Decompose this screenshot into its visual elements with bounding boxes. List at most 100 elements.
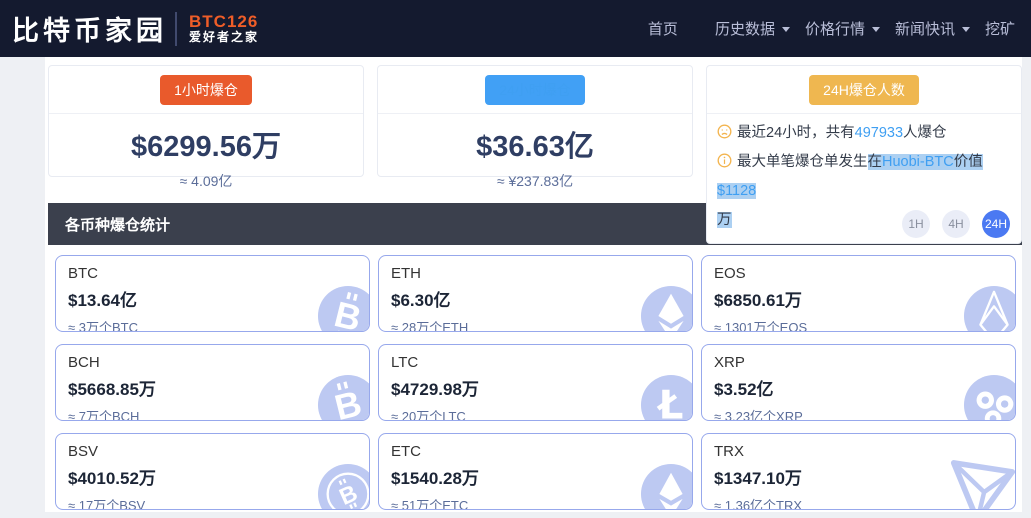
ltc-coin-icon: Ł [640, 374, 692, 421]
nav-item-label: 挖矿 [984, 21, 1015, 38]
coin-approx: ≈ 3万个BTC [68, 320, 138, 332]
largest-order-amount: $1128 [717, 183, 757, 199]
liquidation-stats-row: 1小时爆仓 $6299.56万 ≈ 4.09亿 24小时爆仓 $36.63亿 ≈… [48, 65, 1022, 244]
badge-row: 24H爆仓人数 [707, 66, 1021, 114]
coin-value: $13.64亿 [68, 291, 137, 310]
chevron-down-icon [871, 26, 880, 36]
logo-subtitle: BTC126 爱好者之家 [189, 12, 259, 45]
1h-liquidation-value: $6299.56万 [131, 131, 281, 163]
largest-order-wrap-line: 万 [717, 206, 1011, 235]
coin-value: $5668.85万 [68, 380, 156, 399]
filter-4h-button[interactable]: 4H [942, 210, 970, 238]
coin-symbol: EOS [714, 265, 746, 282]
coin-symbol: ETH [391, 265, 421, 282]
site-logo[interactable]: 比特币家园 [12, 16, 167, 46]
largest-order-exchange: Huobi-BTC [882, 154, 954, 170]
coin-card-xrp[interactable]: XRP $3.52亿 ≈ 3.23亿个XRP [701, 344, 1016, 421]
coin-grid: BTC $13.64亿 ≈ 3万个BTC B ETH $6.30亿 ≈ 28万个… [55, 255, 1022, 510]
btc-coin-icon: B [317, 285, 369, 331]
coin-value: $1347.10万 [714, 469, 802, 488]
largest-order-wrap: 万 [717, 212, 732, 228]
nav-item-price-quotes[interactable]: 价格行情 [805, 18, 880, 39]
coin-card-etc[interactable]: ETC $1540.28万 ≈ 51万个ETC [378, 433, 693, 510]
badge-row: 1小时爆仓 [49, 66, 363, 114]
coin-symbol: BTC [68, 265, 98, 282]
nav-item-home[interactable]: 首页 [648, 18, 678, 39]
1h-liquidation-badge: 1小时爆仓 [160, 75, 252, 105]
etc-coin-icon [640, 463, 692, 509]
coin-symbol: BSV [68, 443, 99, 460]
coin-symbol: XRP [714, 354, 745, 371]
content-container: 1小时爆仓 $6299.56万 ≈ 4.09亿 24小时爆仓 $36.63亿 ≈… [45, 57, 1022, 512]
coin-approx: ≈ 20万个LTC [391, 409, 466, 421]
24h-liquidation-approx: ≈ ¥237.83亿 [496, 173, 574, 189]
xrp-coin-icon [963, 374, 1015, 420]
filter-1h-button[interactable]: 1H [902, 210, 930, 238]
trx-coin-icon [950, 460, 1015, 509]
coin-approx: ≈ 3.23亿个XRP [714, 409, 803, 421]
coin-value: $6.30亿 [391, 291, 451, 310]
people-count-line: 最近24小时，共有497933人爆仓 [717, 119, 1011, 148]
coin-approx: ≈ 17万个BSV [68, 498, 146, 510]
nav-item-label: 新闻快讯 [894, 21, 955, 38]
coin-card-btc[interactable]: BTC $13.64亿 ≈ 3万个BTC B [55, 255, 370, 332]
nav-item-history-data[interactable]: 历史数据 [715, 18, 790, 39]
24h-liquidation-value: $36.63亿 [476, 131, 594, 163]
chevron-down-icon [961, 26, 970, 36]
coin-value: $6850.61万 [714, 291, 802, 310]
1h-liquidation-approx: ≈ 4.09亿 [179, 173, 233, 189]
coin-approx: ≈ 1301万个EOS [714, 320, 808, 332]
people-count-post: 人爆仓 [903, 125, 947, 141]
coin-value: $1540.28万 [391, 469, 479, 488]
24h-people-badge: 24H爆仓人数 [809, 75, 919, 105]
largest-order-mid: 价值 [953, 154, 983, 170]
coin-card-eth[interactable]: ETH $6.30亿 ≈ 28万个ETH [378, 255, 693, 332]
chevron-down-icon [781, 26, 790, 36]
eos-coin-icon [963, 285, 1015, 331]
coin-approx: ≈ 1.36亿个TRX [714, 498, 803, 510]
bch-coin-icon: B [317, 374, 369, 420]
coin-card-bsv[interactable]: BSV $4010.52万 ≈ 17万个BSV B [55, 433, 370, 510]
sad-face-icon [717, 124, 732, 139]
largest-order-line: 最大单笔爆仓单发生在Huobi-BTC价值 $1128 [717, 148, 1011, 206]
section-title: 各币种爆仓统计 [65, 216, 171, 234]
coin-approx: ≈ 51万个ETC [391, 498, 469, 510]
coin-symbol: ETC [391, 443, 421, 460]
coin-value: $4729.98万 [391, 380, 479, 399]
nav-item-mining[interactable]: 挖矿 [985, 18, 1015, 39]
coin-approx: ≈ 28万个ETH [391, 320, 469, 332]
coin-card-bch[interactable]: BCH $5668.85万 ≈ 7万个BCH B [55, 344, 370, 421]
nav-item-news[interactable]: 新闻快讯 [895, 18, 970, 39]
24h-liquidation-badge: 24小时爆仓 [485, 75, 585, 105]
coin-symbol: LTC [391, 354, 419, 371]
coin-approx: ≈ 7万个BCH [68, 409, 140, 421]
badge-row: 24小时爆仓 [378, 66, 692, 114]
largest-order-sel: 在 [867, 154, 882, 170]
coin-card-eos[interactable]: EOS $6850.61万 ≈ 1301万个EOS [701, 255, 1016, 332]
svg-text:Ł: Ł [657, 384, 684, 421]
eth-coin-icon [640, 285, 692, 331]
24h-people-details: 最近24小时，共有497933人爆仓 最大单笔爆仓单发生在Huobi-BTC价值… [707, 114, 1021, 243]
largest-order-pre: 最大单笔爆仓单发生 [737, 154, 868, 170]
filter-24h-button[interactable]: 24H [982, 210, 1010, 238]
coin-card-ltc[interactable]: LTC $4729.98万 ≈ 20万个LTC Ł [378, 344, 693, 421]
coin-card-trx[interactable]: TRX $1347.10万 ≈ 1.36亿个TRX [701, 433, 1016, 510]
nav-item-label: 价格行情 [804, 21, 865, 38]
stat-card-24h-people: 24H爆仓人数 最近24小时，共有497933人爆仓 [706, 65, 1022, 244]
main-nav: 首页 历史数据 价格行情 新闻快讯 挖矿 [648, 18, 1015, 39]
bsv-coin-icon: B [317, 463, 369, 509]
people-count-number: 497933 [854, 125, 904, 141]
nav-item-label: 历史数据 [714, 21, 775, 38]
coin-value: $3.52亿 [714, 380, 774, 399]
logo-badge: BTC126 [189, 11, 259, 31]
coin-symbol: TRX [714, 443, 744, 460]
logo-tagline: 爱好者之家 [189, 30, 260, 45]
coin-value: $4010.52万 [68, 469, 156, 488]
time-filter-group: 1H 4H 24H [902, 210, 1010, 238]
info-icon [717, 153, 732, 168]
coin-symbol: BCH [68, 354, 100, 371]
logo-divider [175, 11, 177, 46]
top-navbar: 比特币家园 BTC126 爱好者之家 首页 历史数据 价格行情 新闻快讯 挖矿 [0, 0, 1031, 57]
stat-card-24h: 24小时爆仓 $36.63亿 ≈ ¥237.83亿 [377, 65, 693, 189]
people-count-pre: 最近24小时，共有 [737, 125, 855, 141]
